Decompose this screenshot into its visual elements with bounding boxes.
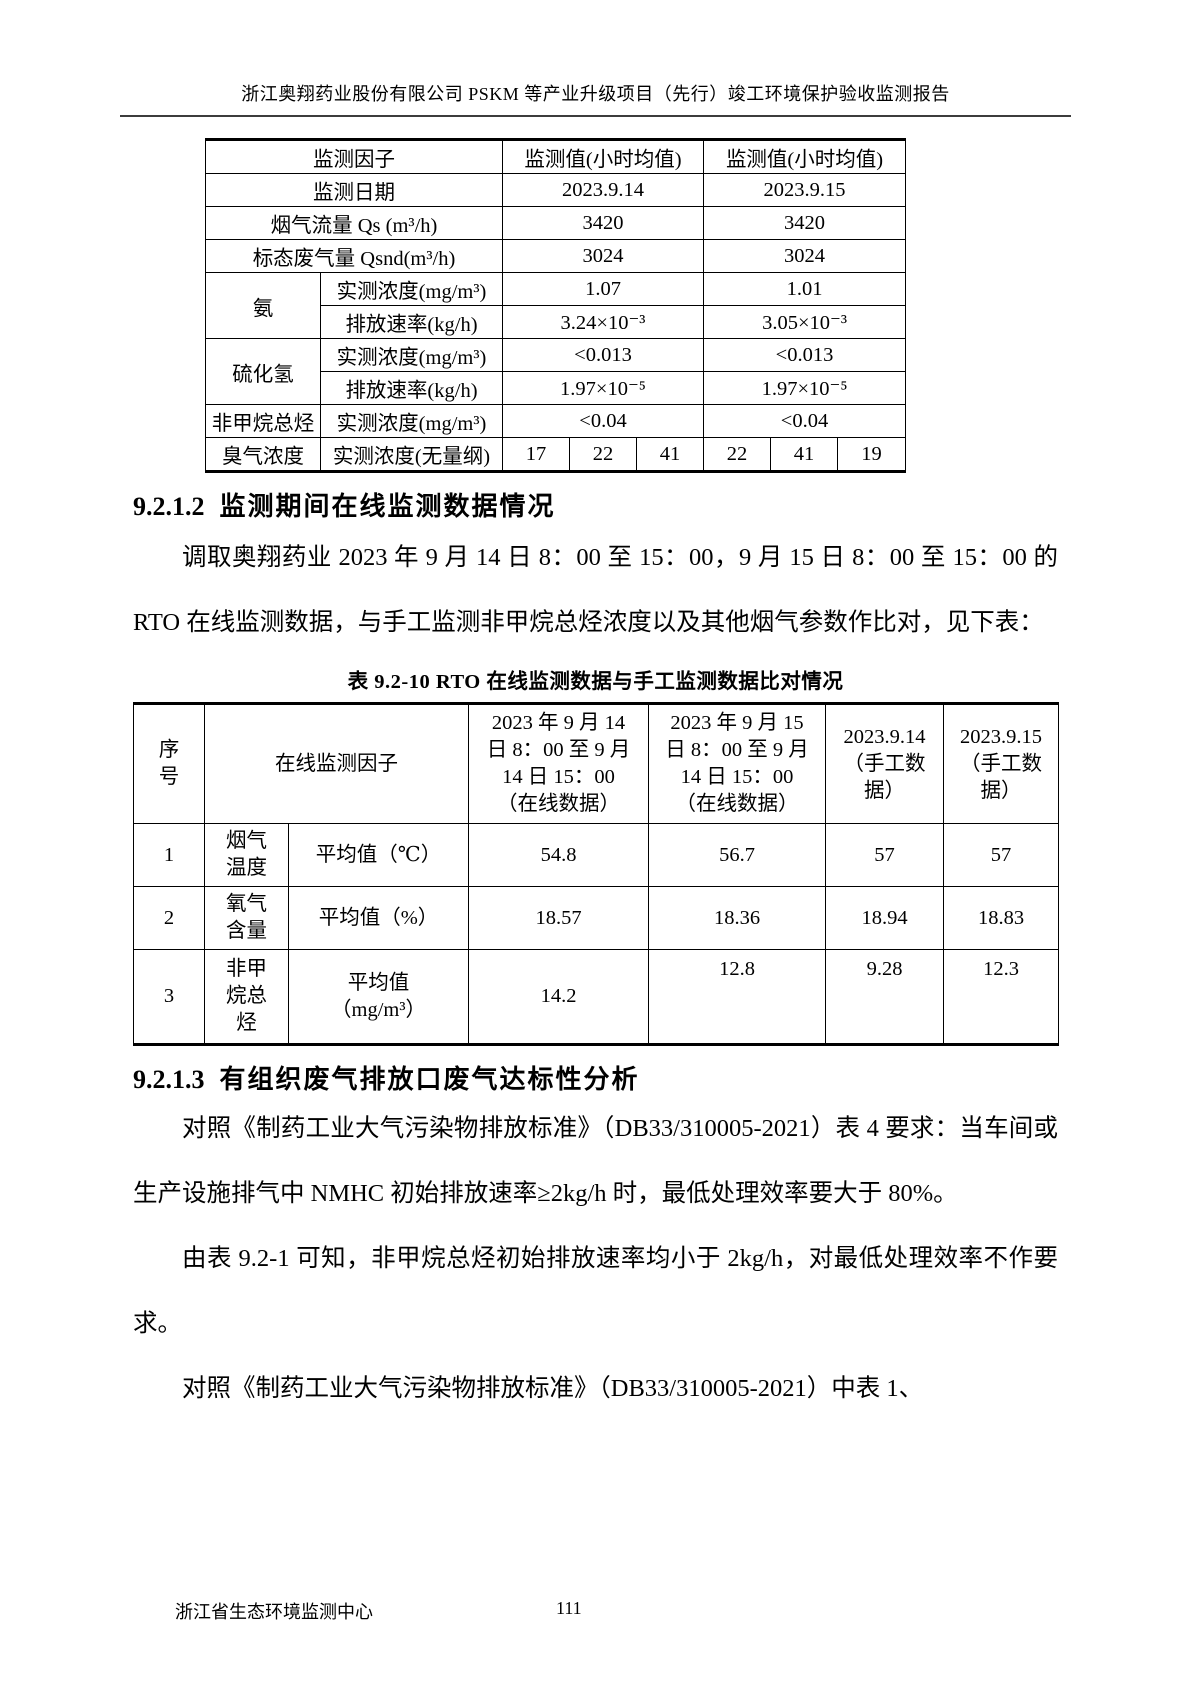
table-cell: 平均值 （mg/m³） xyxy=(288,949,469,1045)
stack-manual-monitoring-table: 监测因子 监测值(小时均值) 监测值(小时均值) 监测日期 2023.9.14 … xyxy=(205,138,907,473)
table-cell: 3024 xyxy=(501,239,705,273)
table-cell: 1.97×10⁻⁵ xyxy=(703,371,907,405)
table-cell: 平均值（%） xyxy=(288,886,469,950)
table-row: 3 非甲 烷总 烃 平均值 （mg/m³） 14.2 12.8 9.28 12.… xyxy=(133,949,1059,1045)
table-cell: <0.04 xyxy=(501,404,705,438)
page-content: 浙江奥翔药业股份有限公司 PSKM 等产业升级项目（先行）竣工环境保护验收监测报… xyxy=(120,84,1071,1402)
table-cell: 18.94 xyxy=(825,886,944,950)
table-cell: 3024 xyxy=(703,239,907,273)
table-cell: 41 xyxy=(635,437,705,472)
running-head-rule xyxy=(120,115,1071,117)
table-cell: 氨 xyxy=(205,272,321,339)
table-cell: 1.97×10⁻⁵ xyxy=(501,371,705,405)
table-caption: 表 9.2-10 RTO 在线监测数据与手工监测数据比对情况 xyxy=(347,671,844,693)
table-cell: 57 xyxy=(943,823,1059,887)
table-cell: 序 号 xyxy=(133,703,205,824)
table-cell: 3420 xyxy=(703,206,907,240)
table-cell: 烟气 温度 xyxy=(204,823,289,887)
table-cell: 2023 年 9 月 15 日 8：00 至 9 月 14 日 15：00 （在… xyxy=(648,703,826,824)
table-row: 监测日期 2023.9.14 2023.9.15 xyxy=(205,173,907,207)
table-row: 排放速率(kg/h) 1.97×10⁻⁵ 1.97×10⁻⁵ xyxy=(206,371,907,405)
body-paragraph: 调取奥翔药业 2023 年 9 月 14 日 8：00 至 15：00，9 月 … xyxy=(133,544,1058,636)
table-cell: 监测日期 xyxy=(205,173,503,207)
table-cell: 18.36 xyxy=(648,886,826,950)
table-cell: 12.3 xyxy=(943,949,1059,1045)
page-footer: 浙江省生态环境监测中心 111 xyxy=(0,1598,1190,1628)
section-number: 9.2.1.2 xyxy=(133,492,205,521)
table-cell: 2023.9.15 xyxy=(703,173,907,207)
table-header-row: 序 号 在线监测因子 2023 年 9 月 14 日 8：00 至 9 月 14… xyxy=(133,703,1059,824)
table-cell: 监测值(小时均值) xyxy=(703,139,907,174)
table-row: 氨 实测浓度(mg/m³) 1.07 1.01 xyxy=(205,272,907,339)
body-paragraph: 对照《制药工业大气污染物排放标准》（DB33/310005-2021）表 4 要… xyxy=(133,1115,1058,1207)
running-head-title: 浙江奥翔药业股份有限公司 PSKM 等产业升级项目（先行）竣工环境保护验收监测报… xyxy=(241,84,950,104)
table-cell: 17 xyxy=(502,437,570,472)
table-cell: 3420 xyxy=(501,206,705,240)
table-row: 硫化氢 实测浓度(mg/m³) <0.013 <0.013 xyxy=(205,338,907,405)
body-paragraph: 对照《制药工业大气污染物排放标准》（DB33/310005-2021）中表 1、 xyxy=(182,1375,924,1402)
table-cell: 2 xyxy=(133,886,205,950)
section-heading-9-2-1-2: 9.2.1.2 监测期间在线监测数据情况 xyxy=(133,486,1058,523)
table-cell: 18.57 xyxy=(468,886,649,950)
table-cell: <0.013 xyxy=(501,338,705,372)
table-cell: 9.28 xyxy=(825,949,944,1045)
section-title: 监测期间在线监测数据情况 xyxy=(219,491,556,521)
table-cell: 3.24×10⁻³ xyxy=(501,305,705,339)
table-cell: 标态废气量 Qsnd(m³/h) xyxy=(205,239,503,273)
table-cell: 硫化氢 xyxy=(205,338,321,405)
section-heading-9-2-1-3: 9.2.1.3 有组织废气排放口废气达标性分析 xyxy=(133,1059,1058,1096)
table-cell: 3 xyxy=(133,949,205,1045)
table-row: 2 氧气 含量 平均值（%） 18.57 18.36 18.94 18.83 xyxy=(133,886,1059,950)
table-row: 烟气流量 Qs (m³/h) 3420 3420 xyxy=(205,206,907,240)
table-cell: 2023.9.14 xyxy=(501,173,705,207)
table-row: 监测因子 监测值(小时均值) 监测值(小时均值) xyxy=(205,139,907,174)
table-row: 1 烟气 温度 平均值（℃） 54.8 56.7 57 57 xyxy=(133,823,1059,887)
table-cell: 实测浓度(mg/m³) xyxy=(320,272,503,306)
table-cell: 实测浓度(无量纲) xyxy=(320,437,503,472)
table-cell: 18.83 xyxy=(943,886,1059,950)
table-cell: 12.8 xyxy=(648,949,826,1045)
table-cell: 排放速率(kg/h) xyxy=(320,371,503,405)
table-cell: 41 xyxy=(770,437,839,472)
table-cell: 平均值（℃） xyxy=(288,823,469,887)
table-cell: 臭气浓度 xyxy=(205,437,321,472)
section-number: 9.2.1.3 xyxy=(133,1065,205,1094)
footer-organization: 浙江省生态环境监测中心 xyxy=(175,1602,373,1622)
online-vs-manual-comparison-table: 序 号 在线监测因子 2023 年 9 月 14 日 8：00 至 9 月 14… xyxy=(133,702,1059,1046)
table-cell: 1.07 xyxy=(501,272,705,306)
table-cell: 氧气 含量 xyxy=(204,886,289,950)
table-cell: 监测因子 xyxy=(205,139,503,174)
table-cell: 2023.9.15 （手工数 据） xyxy=(943,703,1059,824)
table-cell: 56.7 xyxy=(648,823,826,887)
page-number: 111 xyxy=(556,1598,582,1618)
table-cell: 54.8 xyxy=(468,823,649,887)
table-cell: 22 xyxy=(703,437,772,472)
section-title: 有组织废气排放口废气达标性分析 xyxy=(219,1064,640,1094)
table-cell: 非甲烷总烃 xyxy=(205,404,321,438)
table-cell: 2023.9.14 （手工数 据） xyxy=(825,703,944,824)
table-cell: 22 xyxy=(569,437,637,472)
table-cell: <0.04 xyxy=(703,404,907,438)
table-cell: 实测浓度(mg/m³) xyxy=(320,404,503,438)
table-cell: 57 xyxy=(825,823,944,887)
table-cell: 2023 年 9 月 14 日 8：00 至 9 月 14 日 15：00 （在… xyxy=(468,703,649,824)
table-cell: 排放速率(kg/h) xyxy=(320,305,503,339)
table-cell: 在线监测因子 xyxy=(204,703,469,824)
table-cell: 1 xyxy=(133,823,205,887)
table-cell: 烟气流量 Qs (m³/h) xyxy=(205,206,503,240)
table-cell: 19 xyxy=(837,437,907,472)
table-cell: 1.01 xyxy=(703,272,907,306)
table-row: 臭气浓度 实测浓度(无量纲) 17 22 41 22 41 19 xyxy=(205,437,907,472)
table-cell: 监测值(小时均值) xyxy=(501,139,705,174)
table-cell: <0.013 xyxy=(703,338,907,372)
body-paragraph: 由表 9.2-1 可知，非甲烷总烃初始排放速率均小于 2kg/h，对最低处理效率… xyxy=(133,1245,1058,1337)
table-cell: 非甲 烷总 烃 xyxy=(204,949,289,1045)
table-cell: 14.2 xyxy=(468,949,649,1045)
table-cell: 实测浓度(mg/m³) xyxy=(320,338,503,372)
table-row: 非甲烷总烃 实测浓度(mg/m³) <0.04 <0.04 xyxy=(205,404,907,438)
table-row: 标态废气量 Qsnd(m³/h) 3024 3024 xyxy=(205,239,907,273)
table-cell: 3.05×10⁻³ xyxy=(703,305,907,339)
table-row: 排放速率(kg/h) 3.24×10⁻³ 3.05×10⁻³ xyxy=(206,305,907,339)
